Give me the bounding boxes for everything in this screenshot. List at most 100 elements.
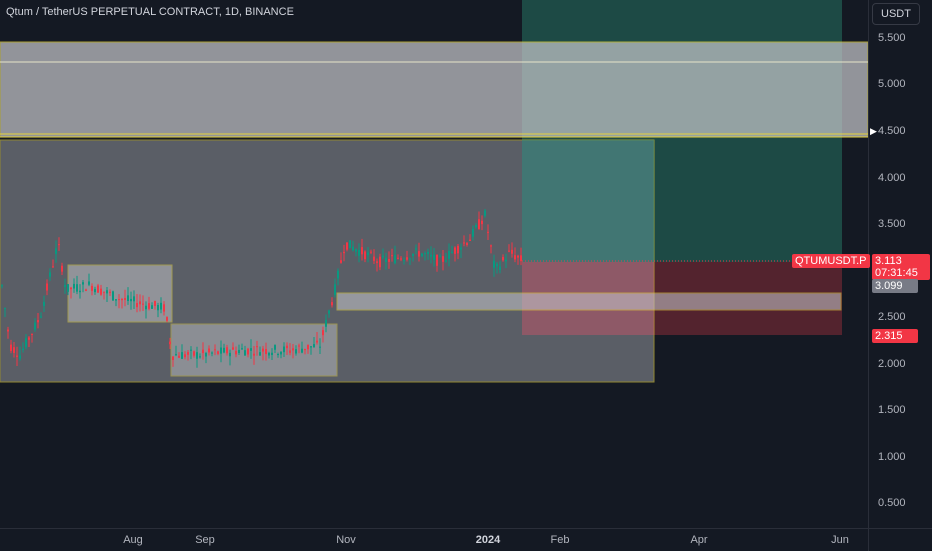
price-tick: 1.500	[878, 404, 906, 416]
candle-body	[409, 258, 411, 260]
candle-body	[13, 347, 15, 353]
candle-body	[373, 256, 375, 261]
candle-body	[430, 254, 432, 257]
candle-body	[151, 305, 153, 309]
axis-corner	[868, 528, 932, 551]
candle-body	[484, 210, 486, 216]
candle-body	[79, 290, 81, 293]
price-chart[interactable]	[0, 0, 868, 528]
candle-body	[307, 344, 309, 350]
candle-body	[385, 258, 387, 263]
candle-body	[103, 291, 105, 293]
candle-body	[376, 261, 378, 263]
candle-body	[298, 345, 300, 347]
candle-body	[118, 299, 120, 301]
candle-body	[148, 303, 150, 309]
candle-body	[100, 288, 102, 295]
last-price-value: 3.113	[875, 255, 902, 267]
last-price-label: 3.113 07:31:45	[872, 254, 930, 280]
candle-body	[91, 285, 93, 291]
time-tick: Feb	[550, 534, 570, 546]
right-triangle-icon[interactable]: ▶	[870, 126, 877, 136]
candle-body	[175, 354, 177, 356]
price-tick: 1.000	[878, 451, 906, 463]
candle-body	[469, 239, 471, 242]
candle-body	[10, 344, 12, 352]
candle-body	[88, 281, 90, 285]
candle-body	[292, 348, 294, 351]
candle-body	[220, 347, 222, 354]
symbol-tag: QTUMUSDT.P	[792, 254, 870, 268]
candle-body	[457, 245, 459, 254]
candle-body	[517, 255, 519, 258]
currency-button[interactable]: USDT	[872, 3, 920, 25]
candle-body	[172, 356, 174, 360]
candle-body	[412, 253, 414, 256]
candle-body	[25, 338, 27, 348]
candle-body	[193, 351, 195, 356]
price-tick: 4.500	[878, 125, 906, 137]
candle-body	[274, 345, 276, 350]
candle-body	[466, 243, 468, 245]
candle-body	[520, 255, 522, 262]
candle-body	[214, 349, 216, 351]
candle-body	[511, 249, 513, 254]
supply-zone-upper[interactable]	[0, 41, 868, 138]
candle-body	[334, 284, 336, 296]
candle-body	[94, 288, 96, 293]
candle-body	[247, 348, 249, 355]
candle-body	[28, 337, 30, 340]
chart-area[interactable]	[0, 0, 868, 528]
candle-body	[190, 349, 192, 351]
candle-body	[256, 346, 258, 348]
consolidation-box-1[interactable]	[67, 264, 173, 323]
candle-body	[427, 251, 429, 254]
candle-body	[157, 304, 159, 311]
candle-body	[346, 242, 348, 250]
candle-body	[208, 348, 210, 353]
candle-body	[301, 348, 303, 353]
candle-body	[127, 295, 129, 302]
candle-body	[142, 303, 144, 305]
candle-body	[97, 285, 99, 293]
candle-body	[4, 308, 6, 310]
candle-body	[154, 301, 156, 306]
price-tick: 2.500	[878, 311, 906, 323]
candle-body	[235, 350, 237, 355]
candle-body	[436, 254, 438, 266]
candle-body	[424, 252, 426, 254]
candle-body	[67, 284, 69, 292]
symbol-title[interactable]: Qtum / TetherUS PERPETUAL CONTRACT, 1D, …	[6, 6, 294, 18]
candle-body	[82, 282, 84, 285]
candle-body	[322, 330, 324, 336]
candle-body	[58, 244, 60, 246]
candle-body	[229, 352, 231, 357]
time-tick: 2024	[475, 534, 501, 546]
candle-body	[295, 349, 297, 354]
time-axis[interactable]: Aug Sep Nov 2024 Feb Apr Jun	[0, 528, 868, 551]
candle-body	[286, 345, 288, 349]
candle-body	[352, 246, 354, 251]
candle-body	[163, 304, 165, 312]
level-label-1: 3.099	[872, 279, 918, 293]
candle-body	[73, 283, 75, 289]
candle-body	[487, 231, 489, 233]
candle-body	[199, 356, 201, 358]
candle-body	[319, 346, 321, 348]
price-tick: 4.000	[878, 172, 906, 184]
candle-body	[316, 340, 318, 343]
candle-body	[340, 260, 342, 263]
candle-body	[472, 228, 474, 237]
candle-body	[445, 260, 447, 262]
candle-body	[1, 285, 3, 287]
candle-body	[136, 303, 138, 308]
support-box[interactable]	[336, 292, 842, 311]
candle-body	[367, 252, 369, 256]
candle-body	[289, 350, 291, 353]
candle-body	[448, 250, 450, 259]
time-tick: Apr	[690, 534, 708, 546]
candle-body	[277, 354, 279, 356]
candle-body	[241, 348, 243, 350]
candle-body	[160, 302, 162, 310]
price-tick: 3.500	[878, 218, 906, 230]
